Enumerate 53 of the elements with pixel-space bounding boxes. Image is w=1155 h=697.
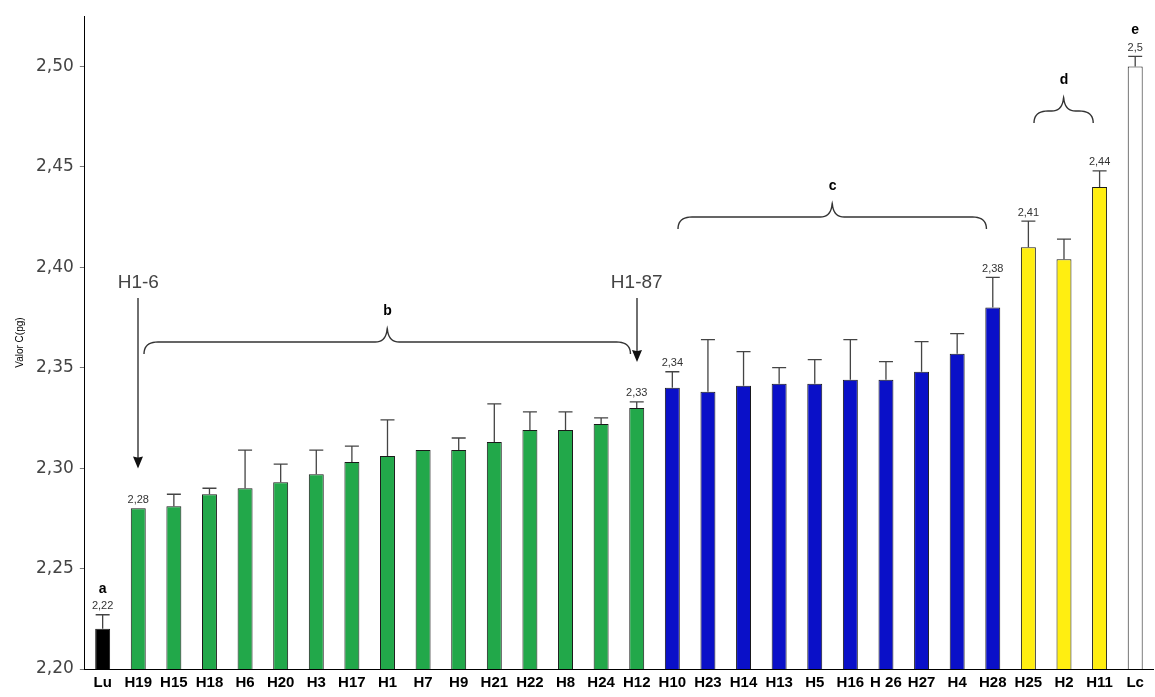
annotation: H1-6 xyxy=(117,270,159,292)
data-label: 2,28 xyxy=(127,492,149,505)
x-tick-label: H2 xyxy=(1054,673,1074,691)
y-tick-label: 2,45 xyxy=(35,155,74,176)
x-tick-label: Lc xyxy=(1126,673,1144,691)
data-label: 2,5 xyxy=(1127,40,1143,53)
x-tick-label: H13 xyxy=(765,673,793,691)
x-tick-label: H15 xyxy=(160,673,188,691)
x-tick-label: H 26 xyxy=(870,673,902,691)
x-tick-label: H16 xyxy=(836,673,865,691)
x-tick-label: H19 xyxy=(124,673,153,691)
x-tick-label: H23 xyxy=(694,673,722,691)
x-tick-label: H27 xyxy=(907,673,936,691)
x-tick-label: H11 xyxy=(1086,673,1113,691)
data-label: 2,33 xyxy=(626,386,648,399)
y-tick-label: 2,35 xyxy=(35,356,74,377)
x-tick-label: H3 xyxy=(306,673,326,691)
x-tick-label: H22 xyxy=(516,673,544,691)
data-label: 2,34 xyxy=(661,356,684,369)
x-tick-label: H25 xyxy=(1014,673,1043,691)
x-tick-label: H21 xyxy=(480,673,509,691)
y-tick-label: 2,20 xyxy=(35,657,74,678)
x-tick-label: H18 xyxy=(195,673,224,691)
x-tick-label: H12 xyxy=(622,673,651,691)
y-tick-label: 2,50 xyxy=(35,54,74,75)
x-tick-label: H10 xyxy=(658,673,687,691)
y-tick-label: 2,25 xyxy=(35,556,74,577)
x-tick-label: H1 xyxy=(377,673,398,691)
x-tick-label: Lu xyxy=(93,673,112,691)
data-label: 2,41 xyxy=(1017,205,1040,218)
data-label: 2,38 xyxy=(982,261,1004,274)
x-tick-label: H20 xyxy=(266,673,295,691)
annotation: c xyxy=(828,177,837,194)
x-tick-label: H4 xyxy=(947,673,968,691)
x-tick-label: H17 xyxy=(338,673,366,691)
annotation: e xyxy=(1131,21,1140,38)
data-label: 2,22 xyxy=(91,599,114,612)
x-tick-label: H6 xyxy=(235,673,255,691)
y-tick-label: 2,40 xyxy=(35,255,74,276)
x-tick-label: H5 xyxy=(805,673,825,691)
x-tick-label: H14 xyxy=(729,673,758,691)
annotation: a xyxy=(98,579,107,596)
data-label: 2,44 xyxy=(1088,155,1111,168)
annotation: b xyxy=(383,301,392,318)
y-tick-label: 2,30 xyxy=(35,456,74,477)
annotation: d xyxy=(1059,70,1069,87)
x-tick-label: H28 xyxy=(979,673,1007,691)
x-tick-label: H7 xyxy=(413,673,433,691)
y-axis-title: Valor C(pg) xyxy=(13,317,25,368)
x-tick-label: H9 xyxy=(449,673,469,691)
annotation: H1-87 xyxy=(610,270,663,292)
x-tick-label: H24 xyxy=(587,673,616,691)
x-tick-label: H8 xyxy=(555,673,576,691)
